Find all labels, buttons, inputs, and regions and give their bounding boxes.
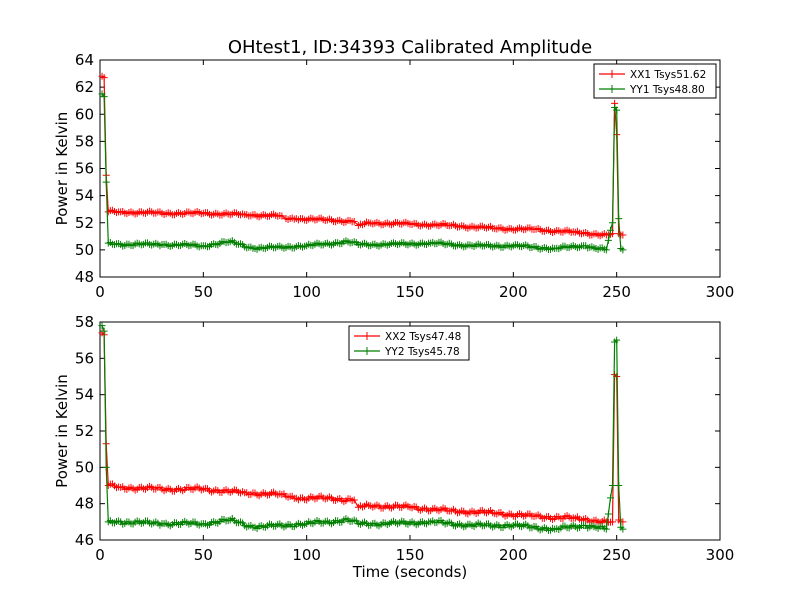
y-tick-label: 56 [75, 160, 94, 178]
x-tick-label: 150 [396, 283, 425, 301]
y-tick-label: 46 [75, 531, 94, 549]
y-tick-label: 48 [75, 268, 94, 286]
x-tick-label: 150 [396, 546, 425, 564]
x-tick-label: 0 [95, 546, 105, 564]
legend-box [593, 63, 717, 99]
series-markers [98, 329, 627, 527]
series-yy1 [98, 90, 627, 254]
series-markers [98, 72, 627, 240]
legend-marker [608, 85, 616, 93]
y-tick-label: 52 [75, 214, 94, 232]
x-tick-label: 100 [292, 546, 321, 564]
y-tick-label: 48 [75, 495, 94, 513]
legend-marker [363, 347, 371, 355]
x-tick-label: 200 [499, 283, 528, 301]
chart-title: OHtest1, ID:34393 Calibrated Amplitude [228, 37, 592, 58]
x-tick-label: 300 [706, 546, 735, 564]
y-tick-label: 50 [75, 458, 94, 476]
x-tick-label: 300 [706, 283, 735, 301]
series-markers [98, 322, 627, 534]
y-axis-label: Power in Kelvin [53, 374, 71, 488]
y-tick-label: 64 [75, 51, 94, 69]
x-tick-label: 50 [194, 283, 213, 301]
legend: XX2 Tsys47.48 YY2 Tsys45.78 [348, 325, 470, 361]
legend-label: XX2 Tsys47.48 [385, 331, 461, 343]
legend-marker [608, 70, 616, 78]
y-tick-label: 58 [75, 313, 94, 331]
y-tick-label: 54 [75, 187, 94, 205]
x-tick-label: 200 [499, 546, 528, 564]
y-tick-label: 58 [75, 132, 94, 150]
x-axis-label: Time (seconds) [352, 563, 468, 581]
series-line [101, 332, 623, 524]
y-tick-label: 60 [75, 105, 94, 123]
subplot-1: 0 50 100 150 200 250 300 48 50 52 54 56 58 60 62 64 Powe… [53, 51, 734, 301]
legend-label: YY1 Tsys48.80 [629, 84, 705, 96]
series-yy2 [98, 322, 627, 534]
y-tick-label: 52 [75, 422, 94, 440]
x-tick-label: 0 [95, 283, 105, 301]
legend-label: YY2 Tsys45.78 [384, 346, 460, 358]
series-xx1 [98, 72, 627, 240]
legend-box [348, 325, 470, 361]
y-tick-label: 54 [75, 386, 94, 404]
y-tick-label: 62 [75, 78, 94, 96]
y-axis-label: Power in Kelvin [53, 112, 71, 226]
legend: XX1 Tsys51.62 YY1 Tsys48.80 [593, 63, 717, 99]
series-xx2 [98, 329, 627, 527]
y-tick-label: 50 [75, 241, 94, 259]
legend-label: XX1 Tsys51.62 [630, 69, 706, 81]
y-tick-label: 56 [75, 349, 94, 367]
x-tick-label: 100 [292, 283, 321, 301]
x-tick-label: 250 [602, 283, 631, 301]
x-tick-label: 50 [194, 546, 213, 564]
series-markers [98, 90, 627, 254]
x-tick-label: 250 [602, 546, 631, 564]
legend-marker [363, 332, 371, 340]
subplot-2: 0 50 100 150 200 250 300 46 48 50 52 54 56 58 Power in… [53, 313, 734, 581]
